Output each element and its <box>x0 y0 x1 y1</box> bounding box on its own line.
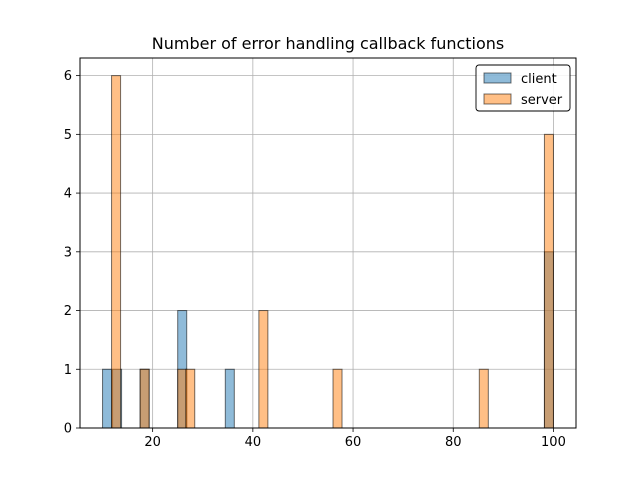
legend-swatch-server <box>483 93 512 105</box>
legend-label-server: server <box>521 93 563 108</box>
x-tick-label: 100 <box>541 435 566 450</box>
server-bar <box>258 310 269 429</box>
server-bar <box>111 75 122 429</box>
chart-title: Number of error handling callback functi… <box>152 34 505 53</box>
x-tick-label: 20 <box>144 435 161 450</box>
legend: client server <box>475 64 571 112</box>
legend-label-client: client <box>521 72 557 87</box>
server-bar <box>543 133 554 429</box>
server-bar <box>478 368 489 429</box>
y-tick-label: 5 <box>64 128 72 143</box>
y-tick-label: 6 <box>64 69 72 84</box>
x-axis-ticks: 20 40 60 80 100 <box>144 428 566 450</box>
server-bar <box>185 368 196 429</box>
y-tick-label: 2 <box>64 304 72 319</box>
client-bar <box>102 368 113 429</box>
legend-swatch-client <box>483 72 512 84</box>
x-tick-label: 60 <box>345 435 362 450</box>
y-tick-label: 4 <box>64 187 72 202</box>
y-tick-label: 0 <box>64 422 72 437</box>
plot-frame <box>79 57 577 429</box>
y-axis-ticks: 0 1 2 3 4 5 6 <box>64 69 80 437</box>
client-bar <box>224 368 235 429</box>
server-bar <box>332 368 343 429</box>
x-tick-label: 40 <box>245 435 262 450</box>
y-tick-label: 1 <box>64 363 72 378</box>
server-bar <box>139 368 150 429</box>
y-tick-label: 3 <box>64 245 72 260</box>
grid-lines <box>80 58 576 429</box>
bars <box>102 75 554 429</box>
x-tick-label: 80 <box>445 435 462 450</box>
